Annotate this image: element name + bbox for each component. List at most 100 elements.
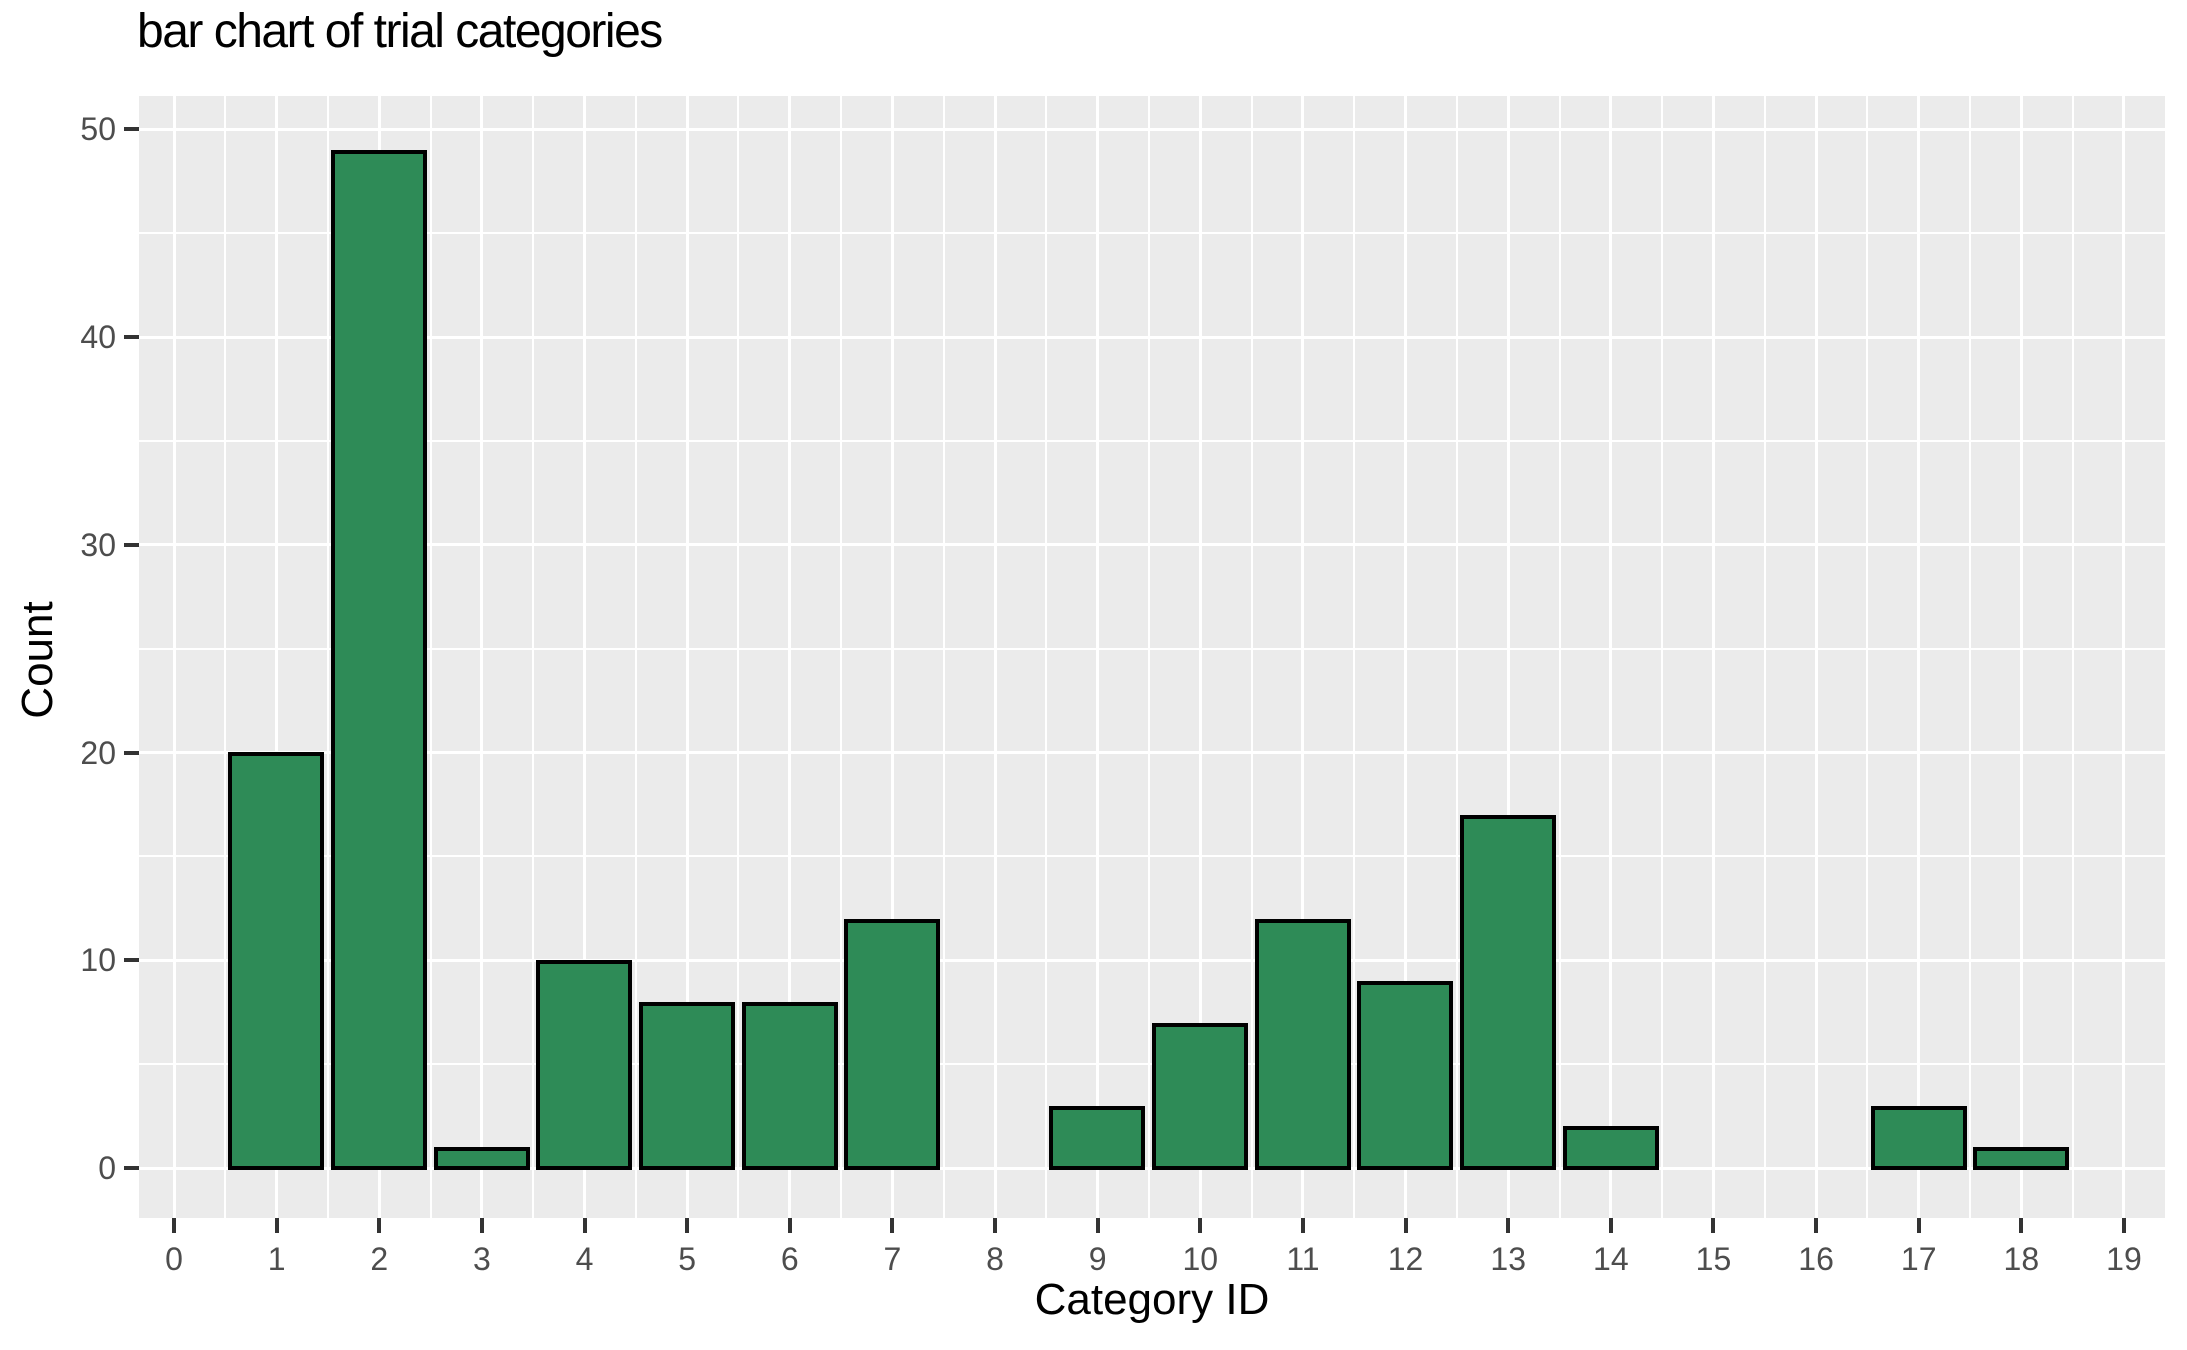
x-tick-label: 9 — [1088, 1241, 1107, 1277]
bar-category-11 — [1255, 919, 1351, 1170]
bar-category-9 — [1049, 1106, 1145, 1170]
x-tick-mark — [1814, 1218, 1819, 1233]
y-tick-mark — [124, 958, 139, 963]
x-tick-label: 19 — [2106, 1241, 2142, 1277]
major-vertical-gridline — [890, 96, 894, 1218]
minor-vertical-gridline — [326, 96, 329, 1218]
x-tick-mark — [1608, 1218, 1613, 1233]
minor-vertical-gridline — [2071, 96, 2074, 1218]
y-tick-mark — [124, 1166, 139, 1170]
minor-vertical-gridline — [1661, 96, 1664, 1218]
x-axis-title: Category ID — [1034, 1275, 1270, 1324]
major-vertical-gridline — [993, 96, 997, 1218]
x-tick-mark — [1916, 1218, 1921, 1233]
x-tick-label: 4 — [575, 1241, 594, 1277]
x-tick-mark — [2019, 1218, 2024, 1233]
x-tick-label: 1 — [267, 1241, 286, 1277]
x-tick-label: 3 — [472, 1241, 491, 1277]
minor-vertical-gridline — [1147, 96, 1150, 1218]
x-tick-mark — [479, 1218, 484, 1233]
y-axis-title: Count — [13, 601, 62, 719]
minor-horizontal-gridline — [139, 855, 2165, 858]
major-vertical-gridline — [1404, 96, 1408, 1218]
major-horizontal-gridline — [139, 127, 2165, 131]
major-vertical-gridline — [1609, 96, 1613, 1218]
x-tick-mark — [1300, 1218, 1305, 1233]
x-tick-label: 6 — [780, 1241, 799, 1277]
x-tick-label: 18 — [2003, 1241, 2040, 1277]
minor-vertical-gridline — [1866, 96, 1869, 1218]
bar-category-12 — [1357, 981, 1453, 1170]
major-horizontal-gridline — [139, 958, 2165, 962]
y-tick-mark — [124, 335, 139, 339]
major-horizontal-gridline — [139, 335, 2165, 339]
minor-vertical-gridline — [224, 96, 227, 1218]
y-tick-label: 0 — [98, 1150, 116, 1186]
x-tick-mark — [377, 1218, 382, 1233]
bar-category-2 — [331, 150, 427, 1170]
major-vertical-gridline — [1917, 96, 1921, 1218]
major-horizontal-gridline — [139, 543, 2165, 547]
x-tick-mark — [172, 1218, 176, 1233]
bar-category-18 — [1973, 1147, 2069, 1170]
x-tick-label: 16 — [1798, 1241, 1834, 1277]
x-tick-label: 12 — [1387, 1241, 1424, 1277]
bar-category-14 — [1563, 1126, 1659, 1170]
major-vertical-gridline — [788, 96, 792, 1218]
major-horizontal-gridline — [139, 751, 2165, 754]
x-tick-label: 17 — [1900, 1241, 1937, 1277]
y-tick-label: 30 — [80, 526, 116, 563]
major-vertical-gridline — [275, 96, 279, 1218]
x-tick-label: 2 — [370, 1241, 389, 1277]
major-vertical-gridline — [1711, 96, 1715, 1218]
major-vertical-gridline — [685, 96, 689, 1218]
x-tick-label: 11 — [1286, 1241, 1320, 1277]
x-tick-label: 10 — [1182, 1241, 1219, 1277]
minor-horizontal-gridline — [139, 647, 2165, 650]
major-vertical-gridline — [2122, 96, 2126, 1218]
bar-category-17 — [1871, 1106, 1967, 1170]
y-tick-label: 20 — [80, 734, 116, 771]
major-vertical-gridline — [1198, 96, 1202, 1218]
minor-vertical-gridline — [1353, 96, 1356, 1218]
minor-vertical-gridline — [429, 96, 432, 1218]
plot-panel — [139, 96, 2165, 1218]
major-vertical-gridline — [583, 96, 587, 1218]
x-tick-label: 8 — [986, 1241, 1004, 1277]
x-tick-mark — [890, 1218, 895, 1233]
x-tick-mark — [1403, 1218, 1408, 1233]
bar-category-5 — [639, 1002, 735, 1170]
x-tick-mark — [685, 1218, 690, 1233]
y-tick-label: 10 — [80, 942, 116, 979]
x-tick-label: 15 — [1695, 1241, 1732, 1277]
x-tick-label: 13 — [1490, 1241, 1526, 1277]
major-vertical-gridline — [480, 96, 484, 1218]
minor-vertical-gridline — [1455, 96, 1458, 1218]
bar-category-3 — [434, 1147, 530, 1170]
y-tick-mark — [124, 127, 139, 132]
x-tick-mark — [1095, 1218, 1100, 1233]
major-vertical-gridline — [1096, 96, 1100, 1218]
minor-vertical-gridline — [634, 96, 637, 1218]
minor-vertical-gridline — [532, 96, 535, 1218]
y-tick-label: 50 — [80, 111, 116, 148]
bar-category-7 — [844, 919, 940, 1170]
minor-vertical-gridline — [942, 96, 945, 1218]
bar-category-4 — [536, 960, 632, 1170]
minor-vertical-gridline — [1763, 96, 1766, 1218]
major-vertical-gridline — [1301, 96, 1305, 1218]
x-tick-label: 0 — [165, 1241, 183, 1277]
y-tick-mark — [124, 542, 139, 547]
x-tick-mark — [993, 1218, 998, 1233]
chart-title: bar chart of trial categories — [137, 5, 663, 58]
x-tick-mark — [1506, 1218, 1511, 1233]
major-vertical-gridline — [172, 96, 176, 1218]
x-tick-mark — [1711, 1218, 1716, 1233]
x-tick-label: 14 — [1593, 1241, 1629, 1277]
minor-vertical-gridline — [1969, 96, 1972, 1218]
x-tick-mark — [2121, 1218, 2126, 1233]
x-tick-label: 7 — [883, 1241, 902, 1277]
minor-horizontal-gridline — [139, 439, 2165, 442]
bar-category-13 — [1460, 815, 1556, 1170]
x-tick-mark — [274, 1218, 279, 1233]
